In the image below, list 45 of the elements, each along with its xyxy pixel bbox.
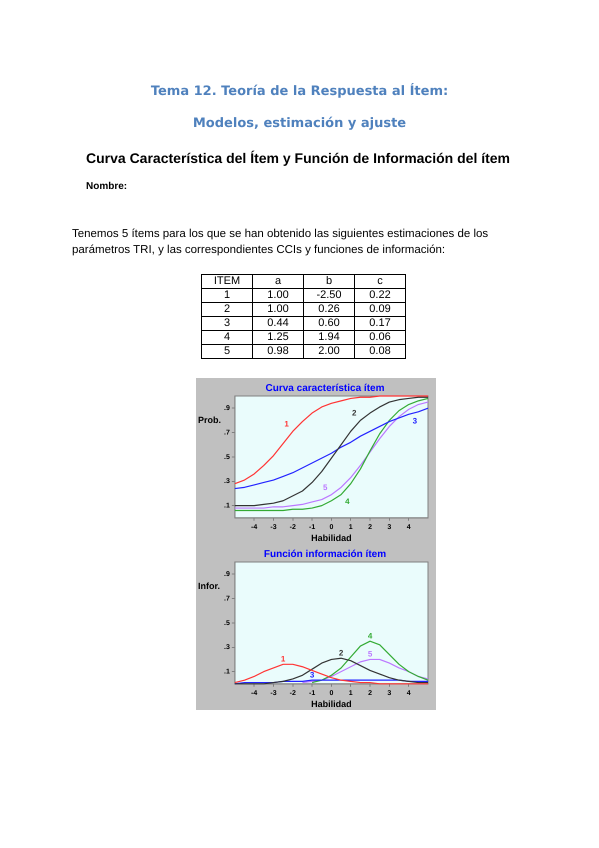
text: 0.60 [304, 316, 354, 330]
y-axis-title: Infor. [198, 580, 220, 591]
x-axis-title: Habilidad [311, 699, 352, 710]
text: 1.25 [252, 330, 304, 344]
text: 0.44 [252, 316, 304, 330]
text: 0.09 [354, 302, 406, 316]
text: b [304, 274, 354, 288]
text: Modelos, estimación y ajuste [192, 116, 408, 131]
series-label: 5 [368, 650, 373, 659]
series-label: 2 [338, 648, 344, 658]
y-axis-title: Prob. [198, 414, 222, 425]
text: ITEM [202, 274, 252, 288]
text: Curva Característica del Ítem y Función de Información del ítem [86, 150, 510, 166]
series-label: 5 [322, 482, 328, 492]
text: Tenemos 5 ítems para los que se han obtenido las siguientes estimaciones de los parámetros TRI, y las correspondientes CCIs y funciones de información: [72, 227, 490, 258]
series-label: 3 [310, 670, 315, 680]
text: 0.22 [354, 288, 406, 302]
text: 0.08 [354, 344, 406, 358]
text: 1.00 [252, 288, 304, 302]
text: Nombre: [86, 181, 128, 192]
text: 3 [202, 316, 252, 330]
text: 0.17 [354, 316, 406, 330]
text: 2 [202, 302, 252, 316]
text: 1 [202, 288, 252, 302]
text: a [252, 274, 304, 288]
chart-title: Función información ítem [264, 548, 386, 560]
text: 5 [202, 344, 252, 358]
text: 0.26 [304, 302, 354, 316]
text: -2.50 [304, 288, 354, 302]
text: Tema 12. Teoría de la Respuesta al Ítem: [150, 84, 450, 99]
text: c [354, 274, 406, 288]
x-axis-title: Habilidad [311, 533, 352, 544]
series-label: 3 [412, 416, 418, 426]
series-label: 2 [352, 408, 357, 418]
text: 0.98 [252, 344, 304, 358]
text: 4 [202, 330, 252, 344]
text: 1.94 [304, 330, 354, 344]
text: 1.00 [252, 302, 304, 316]
text: 2.00 [304, 344, 354, 358]
text: 0.06 [354, 330, 406, 344]
chart-title: Curva característica ítem [266, 382, 385, 394]
series-label: 1 [284, 420, 290, 429]
series-label: 1 [280, 654, 286, 664]
series-label: 4 [368, 631, 373, 640]
series-label: 4 [345, 496, 350, 506]
